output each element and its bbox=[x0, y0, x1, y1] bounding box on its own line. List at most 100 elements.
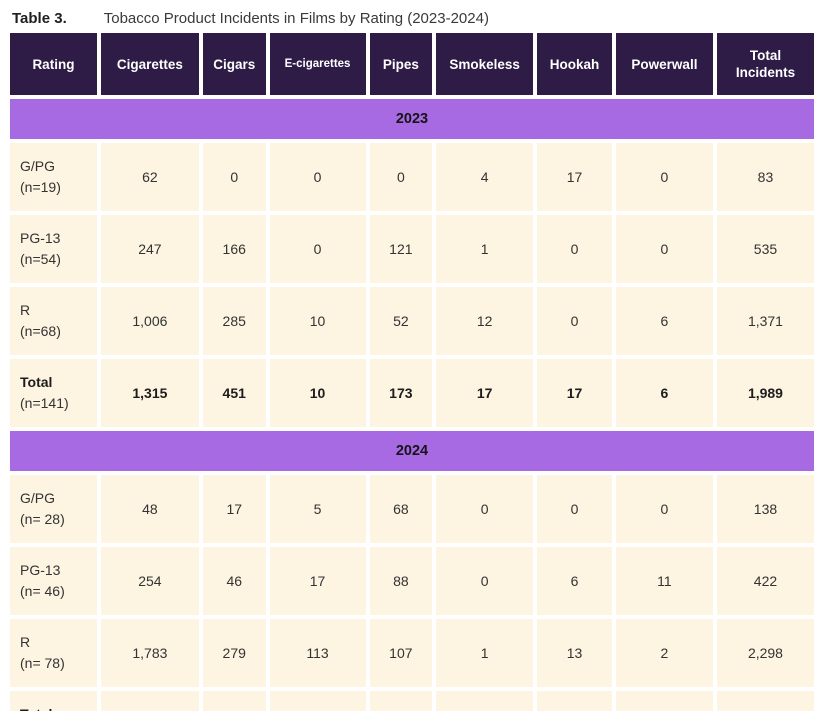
year-section-row: 2023 bbox=[10, 99, 814, 139]
value-cell: 83 bbox=[716, 143, 814, 211]
tobacco-incidents-table: Rating Cigarettes Cigars E-cigarettes Pi… bbox=[6, 29, 818, 711]
rating-cell: Total (n=141) bbox=[10, 359, 97, 427]
value-cell: 48 bbox=[100, 475, 199, 543]
value-cell: 1 bbox=[436, 691, 534, 711]
value-cell: 0 bbox=[615, 475, 713, 543]
value-cell: 0 bbox=[202, 143, 266, 211]
rating-label: Total bbox=[20, 704, 93, 711]
value-cell: 10 bbox=[269, 287, 366, 355]
table-number-label: Table 3. bbox=[12, 10, 67, 27]
value-cell: 535 bbox=[716, 215, 814, 283]
value-cell: 135 bbox=[269, 691, 366, 711]
value-cell: 173 bbox=[369, 359, 433, 427]
value-cell: 1,783 bbox=[100, 619, 199, 687]
value-cell: 451 bbox=[202, 359, 266, 427]
table-row: R (n=68) 1,006 285 10 52 12 0 6 1,371 bbox=[10, 287, 814, 355]
column-header-e-cigarettes: E-cigarettes bbox=[269, 33, 366, 95]
value-cell: 1 bbox=[436, 619, 534, 687]
total-row: Total (n=141) 1,315 451 10 173 17 17 6 1,989 bbox=[10, 359, 814, 427]
value-cell: 2,858 bbox=[716, 691, 814, 711]
rating-sample-size: (n=68) bbox=[20, 323, 61, 339]
value-cell: 0 bbox=[537, 215, 612, 283]
rating-label: Total bbox=[20, 374, 53, 390]
value-cell: 17 bbox=[537, 143, 612, 211]
value-cell: 11 bbox=[615, 547, 713, 615]
value-cell: 6 bbox=[537, 547, 612, 615]
rating-cell: G/PG (n=19) bbox=[10, 143, 97, 211]
rating-cell: PG-13 (n= 46) bbox=[10, 547, 97, 615]
rating-label: G/PG bbox=[20, 158, 56, 174]
table-row: G/PG (n=19) 62 0 0 0 4 17 0 83 bbox=[10, 143, 814, 211]
column-header-cigars: Cigars bbox=[202, 33, 266, 95]
rating-sample-size: (n= 78) bbox=[20, 655, 65, 671]
year-section-label: 2023 bbox=[10, 99, 814, 139]
value-cell: 19 bbox=[537, 691, 612, 711]
year-section-row: 2024 bbox=[10, 431, 814, 471]
rating-label: PG-13 bbox=[20, 230, 61, 246]
value-cell: 113 bbox=[269, 619, 366, 687]
column-header-total-incidents: Total Incidents bbox=[716, 33, 814, 95]
rating-label: PG-13 bbox=[20, 562, 61, 578]
value-cell: 12 bbox=[436, 287, 534, 355]
year-section-label: 2024 bbox=[10, 431, 814, 471]
value-cell: 1 bbox=[436, 215, 534, 283]
column-header-pipes: Pipes bbox=[369, 33, 433, 95]
value-cell: 5 bbox=[269, 475, 366, 543]
rating-sample-size: (n= 46) bbox=[20, 583, 65, 599]
value-cell: 0 bbox=[269, 143, 366, 211]
rating-label: R bbox=[20, 302, 31, 318]
value-cell: 247 bbox=[100, 215, 199, 283]
value-cell: 2,298 bbox=[716, 619, 814, 687]
rating-cell: PG-13 (n=54) bbox=[10, 215, 97, 283]
value-cell: 13 bbox=[615, 691, 713, 711]
table-title-text: Tobacco Product Incidents in Films by Ra… bbox=[103, 10, 489, 27]
value-cell: 285 bbox=[202, 287, 266, 355]
value-cell: 6 bbox=[615, 359, 713, 427]
value-cell: 107 bbox=[369, 619, 433, 687]
column-header-rating: Rating bbox=[10, 33, 97, 95]
value-cell: 6 bbox=[615, 287, 713, 355]
value-cell: 17 bbox=[269, 547, 366, 615]
table-title: Table 3. Tobacco Product Incidents in Fi… bbox=[0, 0, 829, 29]
value-cell: 88 bbox=[369, 547, 433, 615]
value-cell: 4 bbox=[436, 143, 534, 211]
table-row: G/PG (n= 28) 48 17 5 68 0 0 0 138 bbox=[10, 475, 814, 543]
value-cell: 1,989 bbox=[716, 359, 814, 427]
column-header-smokeless: Smokeless bbox=[436, 33, 534, 95]
value-cell: 17 bbox=[436, 359, 534, 427]
value-cell: 13 bbox=[537, 619, 612, 687]
value-cell: 422 bbox=[716, 547, 814, 615]
value-cell: 166 bbox=[202, 215, 266, 283]
value-cell: 0 bbox=[436, 547, 534, 615]
rating-cell: R (n= 78) bbox=[10, 619, 97, 687]
table-row: R (n= 78) 1,783 279 113 107 1 13 2 2,298 bbox=[10, 619, 814, 687]
rating-sample-size: (n=54) bbox=[20, 251, 61, 267]
value-cell: 0 bbox=[436, 475, 534, 543]
rating-label: R bbox=[20, 634, 31, 650]
value-cell: 0 bbox=[615, 143, 713, 211]
rating-sample-size: (n= 28) bbox=[20, 511, 65, 527]
value-cell: 17 bbox=[537, 359, 612, 427]
total-row: Total(n= 152)2,085342135263119132,858 bbox=[10, 691, 814, 711]
value-cell: 1,371 bbox=[716, 287, 814, 355]
value-cell: 263 bbox=[369, 691, 433, 711]
rating-sample-size: (n=19) bbox=[20, 179, 61, 195]
value-cell: 342 bbox=[202, 691, 266, 711]
column-header-cigarettes: Cigarettes bbox=[100, 33, 199, 95]
rating-cell: Total(n= 152) bbox=[10, 691, 97, 711]
value-cell: 10 bbox=[269, 359, 366, 427]
rating-sample-size: (n=141) bbox=[20, 395, 69, 411]
value-cell: 121 bbox=[369, 215, 433, 283]
rating-cell: R (n=68) bbox=[10, 287, 97, 355]
value-cell: 0 bbox=[537, 475, 612, 543]
table-row: PG-13 (n= 46) 254 46 17 88 0 6 11 422 bbox=[10, 547, 814, 615]
value-cell: 62 bbox=[100, 143, 199, 211]
column-header-hookah: Hookah bbox=[537, 33, 612, 95]
value-cell: 0 bbox=[369, 143, 433, 211]
value-cell: 1,315 bbox=[100, 359, 199, 427]
value-cell: 1,006 bbox=[100, 287, 199, 355]
value-cell: 46 bbox=[202, 547, 266, 615]
value-cell: 68 bbox=[369, 475, 433, 543]
rating-label: G/PG bbox=[20, 490, 56, 506]
